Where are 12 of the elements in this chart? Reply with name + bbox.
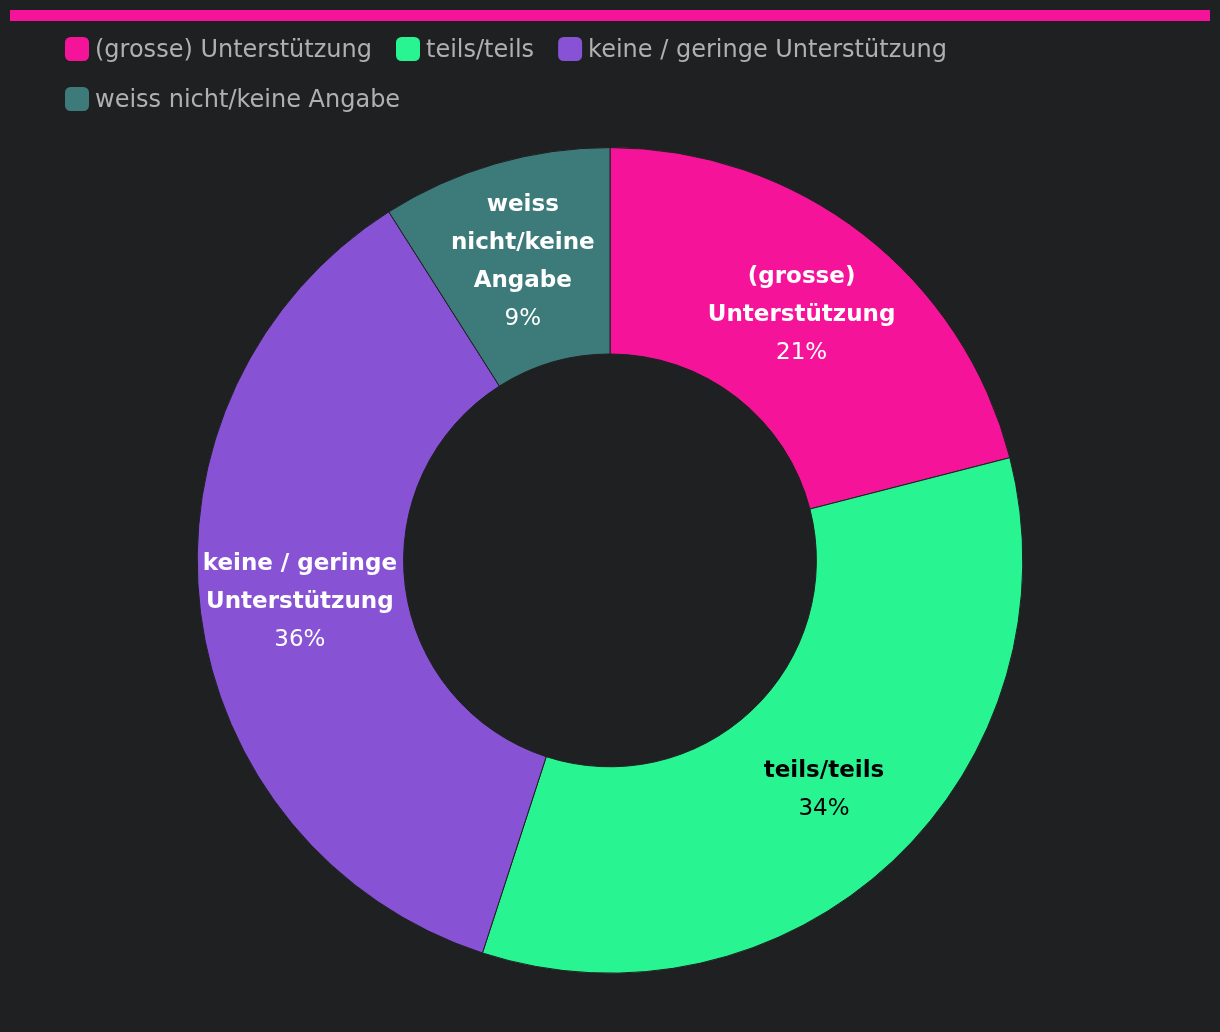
data-label: 34% <box>798 794 850 821</box>
data-label: 36% <box>274 624 326 651</box>
slice-label: weiss nicht/keine Angabe <box>450 190 595 293</box>
legend-label: keine / geringe Unterstützung <box>588 35 947 63</box>
data-label: 21% <box>776 338 828 365</box>
slice-label: teils/teils <box>763 756 885 783</box>
legend-label: teils/teils <box>426 35 535 63</box>
legend-label: (grosse) Unterstützung <box>95 35 372 63</box>
slice-label: keine / geringe Unterstützung <box>202 548 398 613</box>
slice-label: (grosse) Unterstützung <box>707 262 896 327</box>
legend-label: weiss nicht/keine Angabe <box>95 85 401 113</box>
data-label: 9% <box>504 304 542 331</box>
